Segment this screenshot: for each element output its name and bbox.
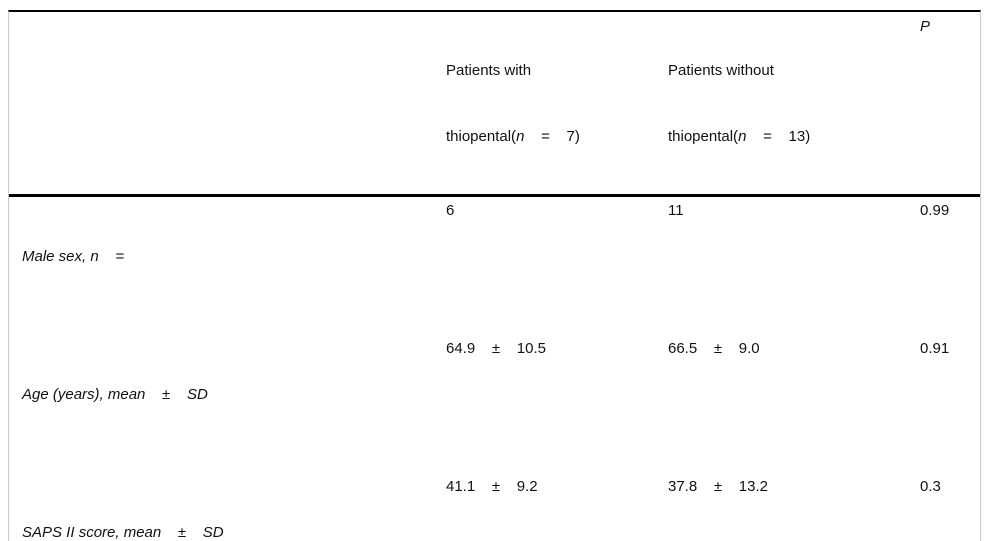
row-label: Male sex, n = xyxy=(22,199,446,337)
header-col2-n: n xyxy=(738,128,747,145)
header-col-without-thiopental: Patients without thiopental(n = 13) xyxy=(668,16,920,192)
value-without-thiopental: 11 xyxy=(668,202,684,219)
value-with-thiopental: 64.9 ± 10.5 xyxy=(446,340,546,357)
p-value: 0.99 xyxy=(920,202,950,219)
header-col2-line2: thiopental(n = 13) xyxy=(668,126,920,148)
header-col1-suffix: = 7) xyxy=(524,128,580,145)
comparison-table: Patients with thiopental(n = 7) Patients… xyxy=(8,10,981,541)
header-col2-suffix: = 13) xyxy=(746,128,811,145)
table-header-row: Patients with thiopental(n = 7) Patients… xyxy=(9,12,980,197)
header-col1-prefix: thiopental( xyxy=(446,128,517,145)
row-label-line1: SAPS II score, mean ± SD xyxy=(22,524,224,541)
p-value: 0.91 xyxy=(920,340,950,357)
value-without-thiopental: 66.5 ± 9.0 xyxy=(668,340,760,357)
header-col1-line1: Patients with xyxy=(446,62,532,79)
header-col2-prefix: thiopental( xyxy=(668,128,739,145)
header-col2-line1: Patients without xyxy=(668,62,774,79)
table-row: Male sex, n = 6 11 0.99 xyxy=(9,199,980,337)
row-label-line1: Age (years), mean ± SD xyxy=(22,386,208,403)
table-row: SAPS II score, mean ± SD 41.1 ± 9.2 37.8… xyxy=(9,475,980,541)
value-with-thiopental: 41.1 ± 9.2 xyxy=(446,478,538,495)
row-label: Age (years), mean ± SD xyxy=(22,337,446,475)
row-label: SAPS II score, mean ± SD xyxy=(22,475,446,541)
header-empty-cell xyxy=(22,16,446,192)
table-body: Male sex, n = 6 11 0.99 Age (years), mea… xyxy=(9,197,980,541)
header-col1-line2: thiopental(n = 7) xyxy=(446,126,668,148)
table-row: Age (years), mean ± SD 64.9 ± 10.5 66.5 … xyxy=(9,337,980,475)
row-label-line1: Male sex, n = xyxy=(22,248,125,265)
p-value: 0.3 xyxy=(920,478,941,495)
value-without-thiopental: 37.8 ± 13.2 xyxy=(668,478,768,495)
value-with-thiopental: 6 xyxy=(446,202,455,219)
header-col1-n: n xyxy=(516,128,525,145)
header-p-value: P xyxy=(920,18,931,35)
header-col-with-thiopental: Patients with thiopental(n = 7) xyxy=(446,16,668,192)
